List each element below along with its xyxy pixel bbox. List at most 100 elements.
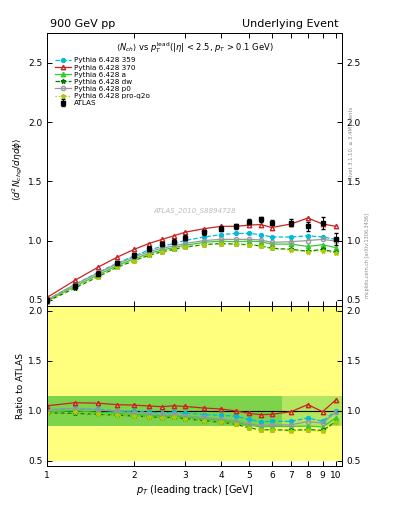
Pythia 6.428 p0 bbox=[147, 249, 151, 255]
Pythia 6.428 a bbox=[219, 238, 223, 244]
Pythia 6.428 359 bbox=[132, 253, 136, 259]
Pythia 6.428 a bbox=[333, 245, 338, 251]
Pythia 6.428 359 bbox=[202, 234, 207, 240]
Pythia 6.428 370 bbox=[305, 215, 310, 221]
Pythia 6.428 p0 bbox=[246, 236, 251, 242]
Pythia 6.428 pro-q2o bbox=[305, 249, 310, 255]
Pythia 6.428 pro-q2o bbox=[132, 258, 136, 264]
Pythia 6.428 p0 bbox=[259, 237, 263, 243]
Pythia 6.428 dw bbox=[305, 248, 310, 254]
Pythia 6.428 dw bbox=[202, 242, 207, 248]
Pythia 6.428 a bbox=[233, 239, 238, 245]
Line: Pythia 6.428 dw: Pythia 6.428 dw bbox=[45, 241, 338, 304]
Pythia 6.428 a bbox=[172, 245, 176, 251]
Pythia 6.428 p0 bbox=[132, 254, 136, 260]
Pythia 6.428 p0 bbox=[233, 236, 238, 242]
Pythia 6.428 359 bbox=[320, 234, 325, 240]
Pythia 6.428 370 bbox=[182, 229, 187, 236]
Pythia 6.428 359 bbox=[270, 234, 274, 240]
Pythia 6.428 pro-q2o bbox=[219, 241, 223, 247]
Pythia 6.428 359 bbox=[95, 269, 100, 275]
Pythia 6.428 a bbox=[305, 243, 310, 249]
Pythia 6.428 p0 bbox=[95, 270, 100, 276]
Text: mcplots.cern.ch [arXiv:1306.3436]: mcplots.cern.ch [arXiv:1306.3436] bbox=[365, 214, 370, 298]
Pythia 6.428 p0 bbox=[172, 243, 176, 249]
Pythia 6.428 359 bbox=[289, 234, 294, 240]
Pythia 6.428 dw bbox=[132, 258, 136, 264]
Pythia 6.428 359 bbox=[172, 241, 176, 247]
Text: ATLAS_2010_S8894728: ATLAS_2010_S8894728 bbox=[153, 207, 236, 214]
Text: $\langle N_{ch} \rangle$ vs $p_T^{\rm lead}$($|\eta|$ < 2.5, $p_T$ > 0.1 GeV): $\langle N_{ch} \rangle$ vs $p_T^{\rm le… bbox=[116, 40, 274, 55]
Pythia 6.428 pro-q2o bbox=[160, 249, 164, 255]
Line: Pythia 6.428 a: Pythia 6.428 a bbox=[45, 239, 338, 303]
Pythia 6.428 a bbox=[202, 239, 207, 245]
Pythia 6.428 359 bbox=[147, 247, 151, 253]
Pythia 6.428 a bbox=[160, 247, 164, 253]
Pythia 6.428 pro-q2o bbox=[202, 242, 207, 248]
Pythia 6.428 359 bbox=[219, 231, 223, 238]
Line: Pythia 6.428 p0: Pythia 6.428 p0 bbox=[45, 237, 338, 302]
Pythia 6.428 359 bbox=[246, 230, 251, 237]
Pythia 6.428 dw bbox=[289, 246, 294, 252]
Pythia 6.428 a bbox=[132, 256, 136, 262]
Pythia 6.428 370 bbox=[333, 223, 338, 229]
Pythia 6.428 370 bbox=[233, 223, 238, 229]
Pythia 6.428 359 bbox=[182, 238, 187, 244]
Y-axis label: Ratio to ATLAS: Ratio to ATLAS bbox=[16, 353, 25, 419]
Pythia 6.428 pro-q2o bbox=[333, 250, 338, 256]
Pythia 6.428 pro-q2o bbox=[172, 246, 176, 252]
Pythia 6.428 dw bbox=[233, 241, 238, 247]
Pythia 6.428 370 bbox=[172, 233, 176, 239]
Pythia 6.428 pro-q2o bbox=[95, 273, 100, 280]
Pythia 6.428 dw bbox=[182, 244, 187, 250]
Pythia 6.428 370 bbox=[259, 222, 263, 228]
Pythia 6.428 370 bbox=[270, 224, 274, 230]
Pythia 6.428 359 bbox=[160, 243, 164, 249]
Text: 900 GeV pp: 900 GeV pp bbox=[50, 19, 116, 29]
Pythia 6.428 pro-q2o bbox=[259, 243, 263, 249]
Pythia 6.428 p0 bbox=[305, 238, 310, 244]
Pythia 6.428 dw bbox=[45, 298, 50, 305]
Pythia 6.428 a bbox=[246, 238, 251, 244]
Pythia 6.428 dw bbox=[147, 252, 151, 259]
Y-axis label: $\langle d^2 N_{chg}/d\eta d\phi \rangle$: $\langle d^2 N_{chg}/d\eta d\phi \rangle… bbox=[11, 138, 25, 201]
Pythia 6.428 dw bbox=[333, 249, 338, 255]
Pythia 6.428 359 bbox=[233, 230, 238, 237]
Pythia 6.428 359 bbox=[45, 296, 50, 303]
Pythia 6.428 dw bbox=[246, 242, 251, 248]
Pythia 6.428 pro-q2o bbox=[289, 247, 294, 253]
X-axis label: $p_T$ (leading track) [GeV]: $p_T$ (leading track) [GeV] bbox=[136, 482, 253, 497]
Pythia 6.428 dw bbox=[115, 264, 119, 270]
Pythia 6.428 p0 bbox=[73, 281, 77, 287]
Pythia 6.428 370 bbox=[132, 246, 136, 252]
Pythia 6.428 pro-q2o bbox=[182, 244, 187, 250]
Pythia 6.428 pro-q2o bbox=[147, 252, 151, 259]
Pythia 6.428 a bbox=[182, 242, 187, 248]
Pythia 6.428 a bbox=[115, 262, 119, 268]
Pythia 6.428 pro-q2o bbox=[246, 242, 251, 248]
Pythia 6.428 pro-q2o bbox=[45, 298, 50, 305]
Pythia 6.428 359 bbox=[73, 281, 77, 287]
Pythia 6.428 dw bbox=[73, 285, 77, 291]
Pythia 6.428 370 bbox=[95, 264, 100, 270]
Pythia 6.428 359 bbox=[259, 231, 263, 238]
Pythia 6.428 dw bbox=[172, 246, 176, 252]
Pythia 6.428 a bbox=[270, 241, 274, 247]
Legend: Pythia 6.428 359, Pythia 6.428 370, Pythia 6.428 a, Pythia 6.428 dw, Pythia 6.42: Pythia 6.428 359, Pythia 6.428 370, Pyth… bbox=[54, 56, 151, 108]
Pythia 6.428 370 bbox=[246, 222, 251, 228]
Pythia 6.428 a bbox=[73, 283, 77, 289]
Pythia 6.428 a bbox=[147, 250, 151, 257]
Pythia 6.428 p0 bbox=[202, 238, 207, 244]
Pythia 6.428 pro-q2o bbox=[115, 264, 119, 270]
Line: Pythia 6.428 370: Pythia 6.428 370 bbox=[45, 216, 338, 300]
Line: Pythia 6.428 pro-q2o: Pythia 6.428 pro-q2o bbox=[45, 241, 338, 304]
Pythia 6.428 dw bbox=[259, 243, 263, 249]
Pythia 6.428 dw bbox=[320, 246, 325, 252]
Pythia 6.428 p0 bbox=[45, 296, 50, 303]
Pythia 6.428 pro-q2o bbox=[320, 247, 325, 253]
Pythia 6.428 370 bbox=[202, 226, 207, 232]
Pythia 6.428 370 bbox=[45, 294, 50, 301]
Pythia 6.428 dw bbox=[160, 249, 164, 255]
Pythia 6.428 p0 bbox=[270, 239, 274, 245]
Pythia 6.428 p0 bbox=[320, 236, 325, 242]
